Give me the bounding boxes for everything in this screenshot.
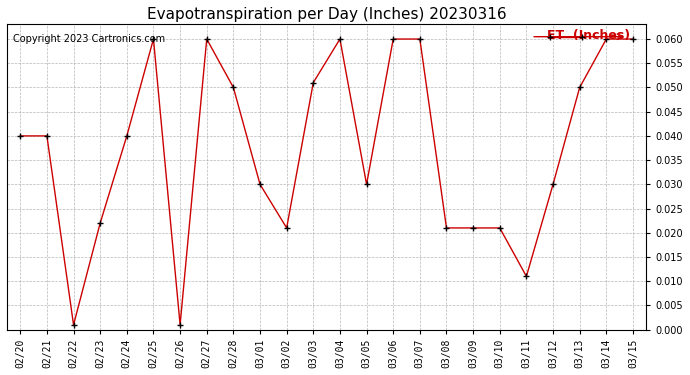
ET  (Inches)	[469, 226, 477, 230]
ET  (Inches)	[495, 226, 504, 230]
ET  (Inches)	[256, 182, 264, 187]
ET  (Inches)	[16, 134, 24, 138]
ET  (Inches)	[282, 226, 290, 230]
Text: ET  (Inches): ET (Inches)	[547, 29, 630, 42]
ET  (Inches)	[336, 37, 344, 41]
ET  (Inches)	[549, 182, 558, 187]
ET  (Inches)	[442, 226, 451, 230]
ET  (Inches)	[602, 37, 611, 41]
ET  (Inches)	[96, 221, 104, 225]
ET  (Inches)	[309, 80, 317, 85]
ET  (Inches)	[362, 182, 371, 187]
ET  (Inches)	[123, 134, 131, 138]
ET  (Inches)	[43, 134, 51, 138]
ET  (Inches)	[203, 37, 211, 41]
ET  (Inches)	[229, 85, 237, 90]
ET  (Inches)	[575, 85, 584, 90]
Line: ET  (Inches): ET (Inches)	[17, 36, 635, 328]
ET  (Inches)	[176, 322, 184, 327]
Title: Evapotranspiration per Day (Inches) 20230316: Evapotranspiration per Day (Inches) 2023…	[147, 7, 506, 22]
ET  (Inches)	[149, 37, 157, 41]
ET  (Inches)	[389, 37, 397, 41]
ET  (Inches)	[70, 322, 78, 327]
ET  (Inches)	[522, 274, 531, 279]
Text: Copyright 2023 Cartronics.com: Copyright 2023 Cartronics.com	[13, 34, 166, 44]
ET  (Inches)	[629, 37, 637, 41]
ET  (Inches)	[415, 37, 424, 41]
